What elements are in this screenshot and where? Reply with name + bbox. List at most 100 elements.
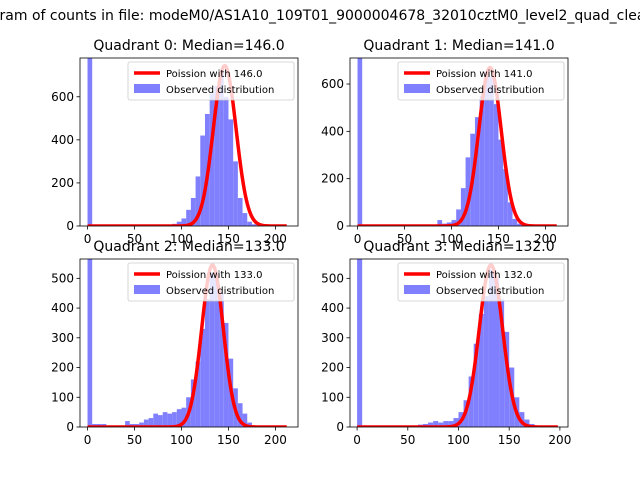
legend-patch-swatch (404, 285, 430, 294)
legend: Poission with 132.0 Observed distribution (397, 262, 565, 302)
legend-label: Poission with 146.0 (166, 69, 262, 80)
histogram-bar (453, 418, 459, 427)
histogram-bar (148, 418, 154, 427)
histogram-bar (223, 322, 229, 427)
y-tick-label: 0 (66, 420, 74, 434)
histogram-bar (517, 223, 522, 226)
histogram-bar (204, 299, 210, 427)
histogram-bar (503, 169, 508, 226)
y-tick-label: 200 (321, 172, 344, 186)
histogram-bar (219, 70, 224, 226)
histogram-bar (484, 74, 490, 226)
quadrant-0-panel: Quadrant 0: Median=146.0 0 50 100 150 200 0 200… (51, 38, 299, 246)
legend-patch-swatch (134, 285, 160, 294)
y-tick-label: 100 (321, 390, 344, 404)
histogram-bar (443, 421, 449, 427)
histogram-bar (237, 198, 243, 226)
x-tick-label: 0 (353, 433, 361, 447)
histogram-bar (478, 314, 484, 427)
histogram-bar (357, 58, 363, 226)
histogram-bar (493, 278, 500, 427)
histogram-bar (87, 259, 93, 427)
y-tick-label: 400 (321, 301, 344, 315)
histogram-bar (172, 412, 177, 427)
histogram-bar (438, 422, 444, 427)
histogram-bar (200, 328, 205, 427)
x-tick-label: 200 (534, 232, 557, 246)
y-tick-label: 400 (51, 133, 74, 147)
legend-label: Observed distribution (436, 286, 544, 297)
panel-title: Quadrant 3: Median=132.0 (363, 239, 554, 255)
x-tick-label: 50 (400, 433, 415, 447)
axes-frame (349, 57, 569, 227)
histogram-bar (468, 376, 474, 427)
x-tick-label: 100 (447, 433, 470, 447)
histogram-bar (493, 104, 499, 226)
histogram-bar (498, 139, 504, 226)
histogram-bar (428, 422, 434, 427)
histogram-bar (209, 93, 215, 226)
x-tick-label: 0 (354, 232, 362, 246)
x-tick-label: 150 (498, 433, 521, 447)
y-tick-label: 500 (51, 271, 74, 285)
histogram-bar (504, 331, 510, 427)
histogram-bar (437, 220, 443, 226)
histogram-bar (357, 259, 363, 427)
x-tick-label: 100 (170, 232, 193, 246)
histogram-bar (153, 413, 158, 427)
histogram-bar (448, 421, 454, 427)
histogram-bar (242, 213, 248, 226)
poisson-fit-line (356, 263, 559, 427)
plot-area (86, 259, 288, 427)
axes-frame (79, 258, 299, 428)
poisson-fit-line (86, 63, 288, 226)
histogram-bar (200, 135, 205, 226)
poisson-fit-line (356, 65, 558, 226)
histogram-bar (247, 221, 252, 226)
histogram-bar (242, 413, 248, 427)
legend-label: Observed distribution (436, 85, 544, 96)
histogram-bar (143, 419, 149, 427)
y-tick-label: 0 (66, 219, 74, 233)
legend: Poission with 141.0 Observed distribution (397, 61, 565, 101)
histogram-bar (214, 86, 220, 226)
figure-suptitle: Histogram of counts in file: modeM0/AS1A… (0, 8, 640, 24)
histogram-bar (87, 58, 93, 226)
histogram-bar (524, 419, 530, 427)
histogram-bar (237, 403, 243, 427)
y-tick-label: 200 (321, 361, 344, 375)
histogram-bar (176, 221, 182, 226)
histogram-bar (125, 421, 130, 427)
histogram-bar (139, 422, 144, 427)
x-tick-label: 150 (217, 232, 240, 246)
panel-title: Quadrant 2: Median=133.0 (93, 239, 284, 255)
histogram-bar (456, 209, 461, 226)
histogram-bar (195, 361, 201, 427)
y-tick-label: 600 (51, 90, 74, 104)
quadrant-panels: Quadrant 0: Median=146.0 0 50 100 150 200 0 200… (51, 38, 571, 447)
x-tick-label: 50 (127, 232, 142, 246)
histogram-bar (214, 272, 220, 427)
legend-box (397, 61, 565, 101)
x-tick-label: 200 (264, 433, 287, 447)
legend-box (127, 61, 295, 101)
y-tick-label: 400 (51, 301, 74, 315)
histogram-bar (251, 224, 257, 226)
plot-area (356, 58, 558, 226)
histogram-bar (190, 198, 196, 226)
x-tick-label: 50 (127, 433, 142, 447)
histogram-bar (195, 176, 201, 226)
histogram-bar (473, 343, 479, 427)
quadrant-1-panel: Quadrant 1: Median=141.0 0 50 100 150 200 0 200… (321, 38, 569, 246)
histogram-bar (483, 296, 489, 427)
histogram-bar (162, 412, 168, 427)
legend: Poission with 133.0 Observed distribution (127, 262, 295, 302)
x-tick-label: 100 (170, 433, 193, 447)
quadrant-3-panel: Quadrant 3: Median=132.0 0 50 100 150 200 0 100… (321, 239, 571, 447)
histogram-bar (167, 413, 173, 427)
histogram-bar (507, 202, 513, 226)
histogram-bar (181, 218, 187, 226)
histogram-bar (219, 293, 224, 427)
panel-title: Quadrant 1: Median=141.0 (363, 38, 554, 54)
